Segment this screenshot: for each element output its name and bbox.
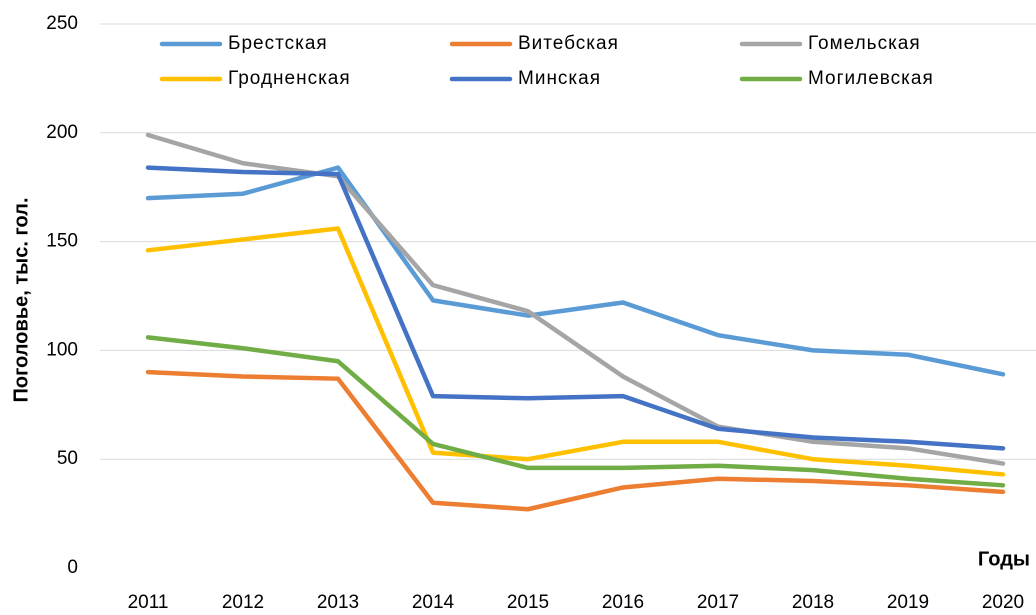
series-line xyxy=(145,369,1006,512)
y-tick-label: 250 xyxy=(46,13,78,34)
y-tick-label: 50 xyxy=(57,448,78,469)
x-tick-label: 2018 xyxy=(792,592,834,613)
series-line xyxy=(145,226,1006,477)
x-tick-label: 2015 xyxy=(507,592,549,613)
x-tick-label: 2012 xyxy=(222,592,264,613)
y-tick-label: 150 xyxy=(46,231,78,252)
y-axis-label: Поголовье, тыс. гол. xyxy=(10,197,32,402)
legend-label: Могилевская xyxy=(808,68,934,89)
legend-label: Брестская xyxy=(228,33,328,54)
series-line xyxy=(145,165,1006,377)
x-tick-label: 2016 xyxy=(602,592,644,613)
series-line xyxy=(145,335,1006,488)
legend-label: Минская xyxy=(518,68,601,89)
x-tick-label: 2013 xyxy=(317,592,359,613)
y-tick-label: 0 xyxy=(67,557,78,578)
y-tick-label: 100 xyxy=(46,339,78,360)
y-tick-label: 200 xyxy=(46,122,78,143)
legend-label: Гродненская xyxy=(228,68,351,89)
x-axis-label: Годы xyxy=(978,548,1030,570)
x-tick-label: 2019 xyxy=(887,592,929,613)
legend-label: Гомельская xyxy=(808,33,921,54)
series-line xyxy=(145,132,1006,466)
x-tick-label: 2017 xyxy=(697,592,739,613)
x-tick-label: 2020 xyxy=(982,592,1024,613)
legend-label: Витебская xyxy=(518,33,619,54)
x-tick-label: 2011 xyxy=(128,592,169,613)
series-line xyxy=(145,165,1006,451)
x-tick-label: 2014 xyxy=(412,592,455,613)
